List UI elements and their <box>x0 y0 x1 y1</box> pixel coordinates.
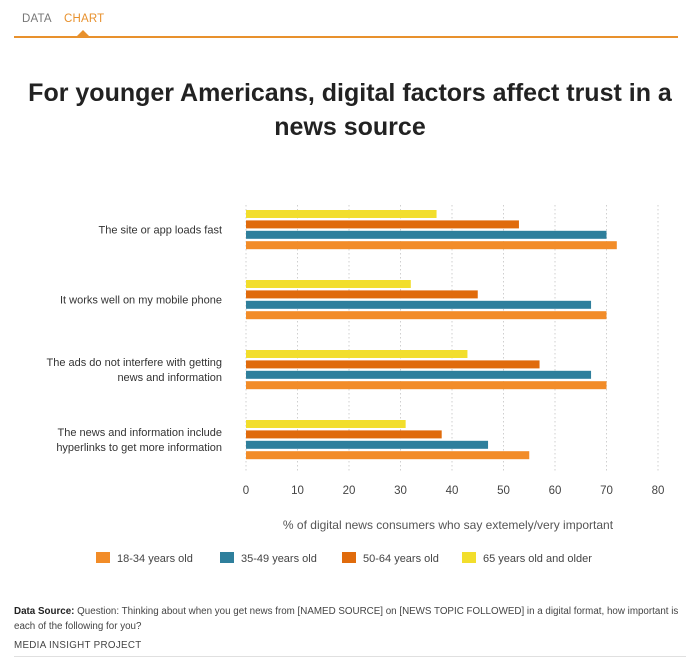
legend-label: 65 years old and older <box>483 553 592 565</box>
bar-chart: 0 10 20 30 40 50 60 70 80 The site or app loads f… <box>47 205 665 532</box>
bottom-divider <box>14 656 686 657</box>
category-label: hyperlinks to get more information <box>56 442 222 454</box>
x-tick-label: 30 <box>394 485 407 497</box>
tab-bar: DATA CHART <box>14 0 678 38</box>
x-tick-label: 80 <box>652 485 665 497</box>
legend-swatch <box>96 552 110 563</box>
bar <box>246 280 411 288</box>
data-source-text: Question: Thinking about when you get ne… <box>14 606 679 632</box>
x-tick-label: 40 <box>446 485 459 497</box>
category-label: The site or app loads fast <box>98 225 222 237</box>
category-label: news and information <box>117 372 222 384</box>
active-tab-indicator <box>77 30 89 36</box>
x-axis-title: % of digital news consumers who say exte… <box>283 518 614 532</box>
bar <box>246 300 592 309</box>
legend-item: 65 years old and older <box>462 552 592 566</box>
bar <box>246 440 489 449</box>
legend-swatch <box>342 552 356 563</box>
bar <box>246 290 478 299</box>
bar <box>246 420 406 428</box>
bar <box>246 241 617 250</box>
bar <box>246 230 607 239</box>
legend-label: 35-49 years old <box>241 553 317 565</box>
category-label: It works well on my mobile phone <box>60 295 222 307</box>
bar <box>246 451 530 460</box>
x-tick-label: 50 <box>497 485 510 497</box>
tab-chart[interactable]: CHART <box>64 13 105 25</box>
bar <box>246 381 607 390</box>
x-tick-label: 0 <box>243 485 249 497</box>
x-tick-label: 10 <box>291 485 304 497</box>
organization-credit: MEDIA INSIGHT PROJECT <box>14 640 142 651</box>
category-label: The news and information include <box>58 427 222 439</box>
bar <box>246 220 519 229</box>
bar <box>246 370 592 379</box>
x-tick-label: 20 <box>343 485 356 497</box>
legend-label: 50-64 years old <box>363 553 439 565</box>
bar <box>246 311 607 320</box>
legend-swatch <box>462 552 476 563</box>
legend-label: 18-34 years old <box>117 553 193 565</box>
legend-item: 50-64 years old <box>342 552 439 566</box>
bar <box>246 360 540 369</box>
tab-data[interactable]: DATA <box>22 13 52 25</box>
legend-item: 35-49 years old <box>220 552 317 566</box>
x-tick-label: 70 <box>600 485 613 497</box>
bar <box>246 430 442 439</box>
x-tick-label: 60 <box>549 485 562 497</box>
legend-swatch <box>220 552 234 563</box>
bar <box>246 350 468 358</box>
data-source: Data Source: Question: Thinking about wh… <box>14 604 686 634</box>
legend-item: 18-34 years old <box>96 552 193 566</box>
category-label: The ads do not interfere with getting <box>47 357 223 369</box>
chart-title: For younger Americans, digital factors a… <box>28 79 672 141</box>
chart-legend: 18-34 years old 35-49 years old 50-64 year… <box>96 552 656 566</box>
bar <box>246 210 437 218</box>
data-source-label: Data Source: <box>14 606 75 617</box>
